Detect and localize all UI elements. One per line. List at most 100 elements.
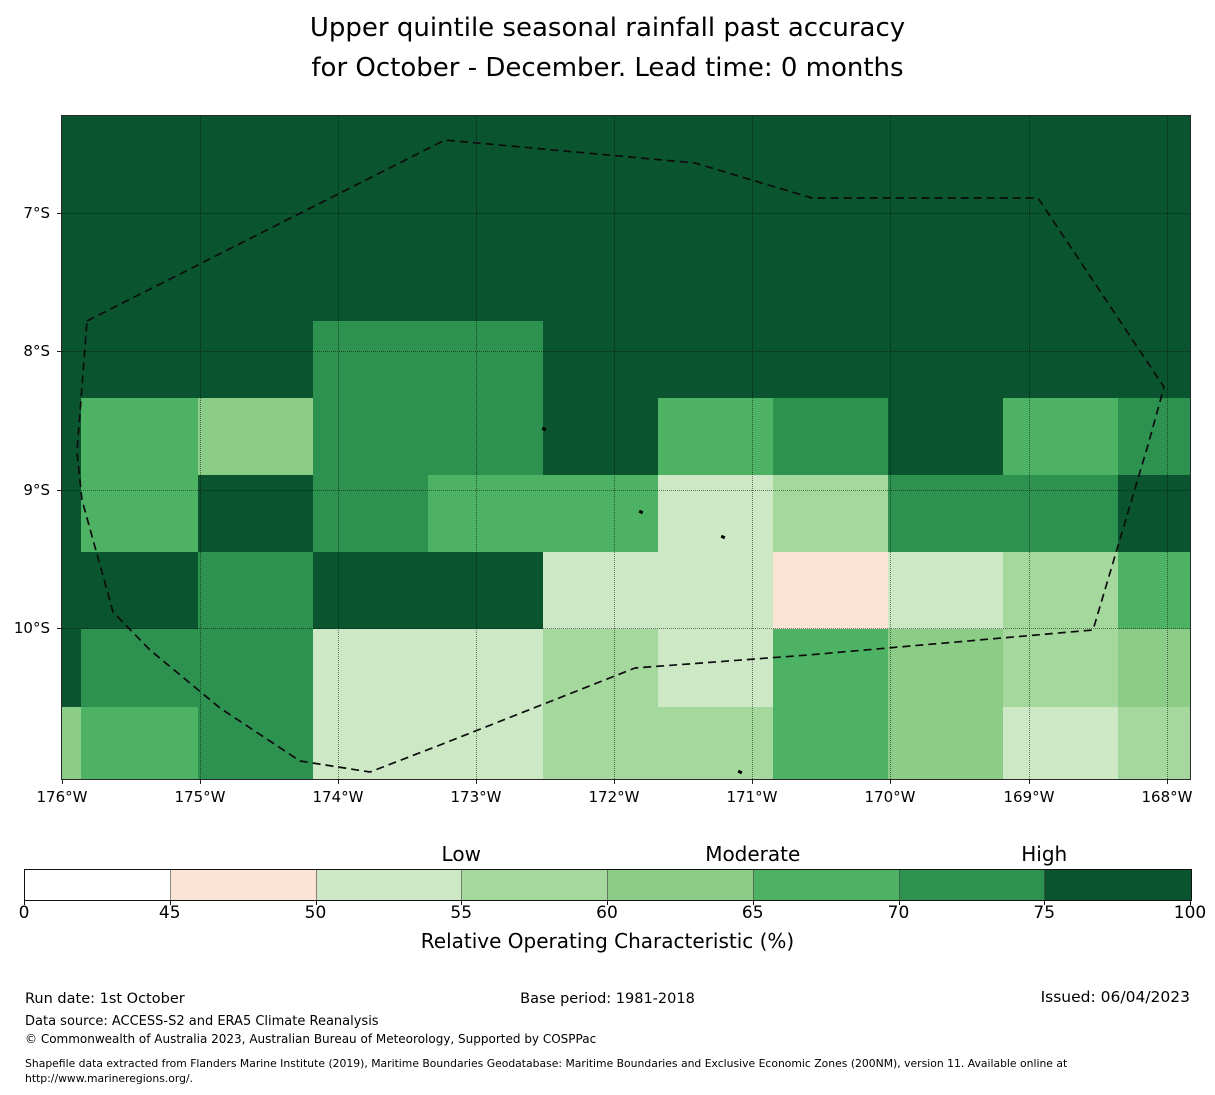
map-cell bbox=[658, 398, 773, 475]
x-tick-mark bbox=[476, 779, 477, 784]
map-cell bbox=[773, 116, 888, 167]
map-cell bbox=[428, 552, 543, 629]
map-cell bbox=[543, 244, 658, 321]
map-cell bbox=[62, 167, 81, 244]
map-cell bbox=[658, 475, 773, 552]
map-plot-area bbox=[61, 115, 1191, 780]
island-mark bbox=[541, 426, 547, 432]
map-cell bbox=[198, 398, 313, 475]
x-tick-label: 168°W bbox=[1141, 788, 1193, 806]
map-cell bbox=[543, 321, 658, 398]
map-cell bbox=[428, 116, 543, 167]
colorbar-tick-mark bbox=[315, 900, 317, 905]
chart-title-line1: Upper quintile seasonal rainfall past ac… bbox=[309, 13, 906, 43]
colorbar-segment bbox=[316, 870, 463, 900]
colorbar-tick-label: 65 bbox=[741, 903, 764, 923]
x-tick-label: 174°W bbox=[312, 788, 364, 806]
colorbar-segment bbox=[899, 870, 1046, 900]
map-cell bbox=[62, 244, 81, 321]
map-cell bbox=[198, 116, 313, 167]
map-cell bbox=[428, 707, 543, 779]
colorbar-tick-mark bbox=[1044, 900, 1046, 905]
colorbar-tick-mark bbox=[169, 900, 171, 905]
map-cell bbox=[1118, 244, 1190, 321]
map-cell bbox=[313, 116, 428, 167]
map-cell bbox=[658, 321, 773, 398]
map-cell bbox=[543, 167, 658, 244]
map-cell bbox=[62, 707, 81, 779]
x-tick-label: 170°W bbox=[864, 788, 916, 806]
parallel-gridline bbox=[62, 351, 1190, 352]
map-cell bbox=[543, 707, 658, 779]
x-tick-label: 176°W bbox=[36, 788, 88, 806]
island-mark bbox=[720, 534, 726, 540]
x-tick-label: 173°W bbox=[450, 788, 502, 806]
meridian-gridline bbox=[200, 116, 201, 779]
map-cell bbox=[428, 244, 543, 321]
map-cell bbox=[773, 398, 888, 475]
map-cell bbox=[1003, 116, 1118, 167]
colorbar bbox=[24, 869, 1192, 901]
map-cell bbox=[62, 398, 81, 475]
colorbar-segment bbox=[462, 870, 608, 900]
meridian-gridline bbox=[338, 116, 339, 779]
map-cell bbox=[81, 552, 198, 629]
colorbar-tick-label: 70 bbox=[887, 903, 910, 923]
map-cell bbox=[773, 707, 888, 779]
meridian-gridline bbox=[890, 116, 891, 779]
map-cell bbox=[62, 629, 81, 707]
x-tick-label: 172°W bbox=[588, 788, 640, 806]
copyright-text: © Commonwealth of Australia 2023, Austra… bbox=[25, 1032, 597, 1046]
map-cell bbox=[1003, 629, 1118, 707]
map-cell bbox=[62, 552, 81, 629]
colorbar-tick-label: 75 bbox=[1033, 903, 1056, 923]
map-cell bbox=[1118, 116, 1190, 167]
map-cell bbox=[313, 167, 428, 244]
map-cell bbox=[428, 475, 543, 552]
map-cell bbox=[1118, 167, 1190, 244]
x-tick-mark bbox=[338, 779, 339, 784]
map-cell bbox=[81, 629, 198, 707]
parallel-gridline bbox=[62, 213, 1190, 214]
map-cell bbox=[313, 321, 428, 398]
map-cell bbox=[773, 167, 888, 244]
map-cell bbox=[543, 398, 658, 475]
island-mark bbox=[638, 509, 644, 515]
parallel-gridline bbox=[62, 490, 1190, 491]
map-cell bbox=[81, 475, 198, 552]
map-cell bbox=[1118, 398, 1190, 475]
colorbar-segment bbox=[608, 870, 754, 900]
map-cell bbox=[543, 475, 658, 552]
colorbar-segment bbox=[1045, 870, 1191, 900]
map-cell bbox=[1003, 475, 1118, 552]
y-tick-label: 9°S bbox=[23, 481, 50, 499]
map-cell bbox=[888, 321, 1003, 398]
map-cell bbox=[888, 552, 1003, 629]
map-cell bbox=[888, 244, 1003, 321]
map-cell bbox=[62, 475, 81, 552]
island-mark bbox=[737, 769, 743, 775]
map-cell bbox=[543, 116, 658, 167]
map-cell bbox=[888, 398, 1003, 475]
colorbar-segment bbox=[25, 870, 171, 900]
colorbar-tick-mark bbox=[607, 900, 608, 905]
map-cell bbox=[198, 552, 313, 629]
map-cell bbox=[81, 244, 198, 321]
meridian-gridline bbox=[614, 116, 615, 779]
map-cell bbox=[313, 629, 428, 707]
chart-title: Upper quintile seasonal rainfall past ac… bbox=[0, 8, 1215, 88]
colorbar-segment bbox=[753, 870, 900, 900]
colorbar-tick-mark bbox=[752, 900, 754, 905]
map-cell bbox=[1003, 707, 1118, 779]
colorbar-tick-mark bbox=[1190, 900, 1191, 905]
map-cell bbox=[1003, 244, 1118, 321]
map-cell bbox=[773, 244, 888, 321]
map-cell bbox=[313, 475, 428, 552]
map-cell bbox=[198, 244, 313, 321]
colorbar-axis-label: Relative Operating Characteristic (%) bbox=[420, 929, 795, 953]
colorbar-tick-label: 0 bbox=[18, 903, 30, 923]
map-cell bbox=[428, 629, 543, 707]
map-cell bbox=[658, 552, 773, 629]
map-cell bbox=[81, 707, 198, 779]
